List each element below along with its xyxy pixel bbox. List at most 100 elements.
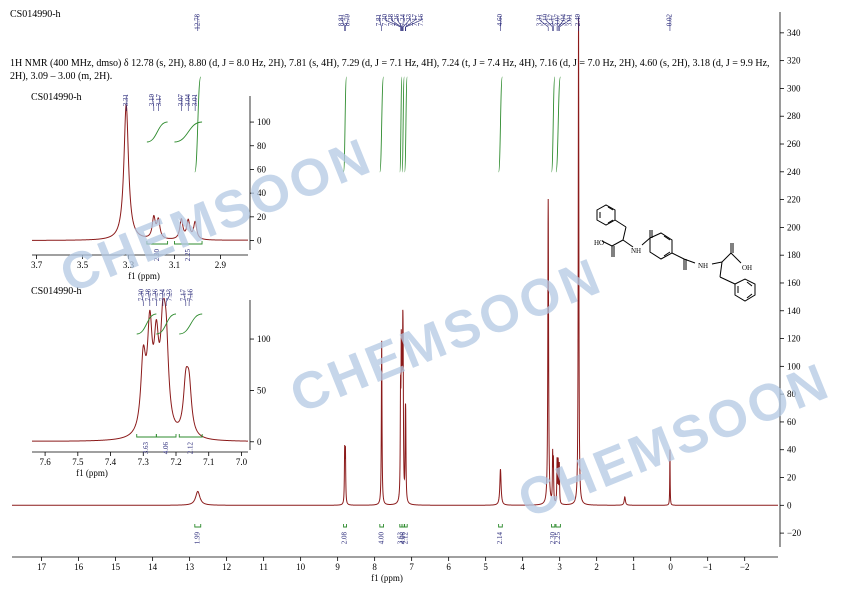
main-integral-curve [404,76,408,173]
main-x-tick-label: 4 [520,562,525,572]
inset2-spectrum-line [32,298,248,442]
main-integral-bracket [404,524,408,528]
main-y-tick-label: 200 [787,222,801,232]
inset2-x-tick-label: 7.1 [203,457,214,467]
main-peak-leader [556,16,559,31]
inset2-integral-bracket [155,434,177,438]
main-x-tick-label: −1 [703,562,713,572]
main-y-tick-label: 160 [787,278,801,288]
inset2-peak-leader [155,291,157,306]
main-integral-value: 2.08 [341,532,349,545]
inset2-peak-label: 7.17 [180,289,188,302]
inset2-peak-leader [188,291,192,306]
inset1-y-tick-label: 60 [257,164,267,174]
main-peak-leader [397,16,403,31]
inset1-y-tick-label: 80 [257,141,267,151]
main-y-tick-label: 40 [787,445,797,455]
main-peak-leader [379,16,382,31]
main-x-axis-label: f1 (ppm) [371,573,403,583]
main-peak-label: 8.81 [338,14,346,27]
main-x-tick-label: 10 [296,562,306,572]
molecule-structure: HO NH NH OH [594,204,756,302]
main-x-tick-label: 13 [185,562,195,572]
main-y-tick-label: 120 [787,334,801,344]
main-peak-label: 3.07 [553,14,561,27]
main-integral-bracket [379,524,384,528]
inset2-x-tick-label: 7.5 [72,457,84,467]
main-integral-bracket [551,524,556,528]
main-y-tick-label: 340 [787,28,801,38]
inset1-spectrum-line [32,103,248,241]
main-integral-value: 2.30 [549,532,557,545]
main-y-tick-label: 0 [787,500,792,510]
main-peak-leader [557,16,565,31]
inset1-peak-label: 3.01 [191,94,199,107]
main-y-tick-label: 300 [787,83,801,93]
main-integral-value: 3.63 [397,532,405,545]
main-integral-value: 4.00 [377,532,385,545]
inset1-y-tick-label: 40 [257,188,267,198]
main-integral-curve [343,76,347,173]
inset1-integral-bracket [174,241,203,245]
main-peak-label: 7.28 [387,14,395,27]
inset1-peak-leader [152,96,155,111]
main-y-tick-label: 140 [787,306,801,316]
main-peak-label: 7.81 [375,14,383,27]
inset1-integral-curve [146,121,168,143]
hydroxyl-label: HO [594,239,604,247]
inset2-peak-label: 7.30 [137,289,145,302]
inset-3ppm-spectrum: 3.7 3.5 3.3 3.1 2.9 f1 (ppm) 100 80 60 40 20 0 2.30 2… [31,94,271,282]
main-x-tick-label: 1 [631,562,636,572]
main-y-tick-label: 60 [787,417,797,427]
main-x-tick-label: 14 [148,562,158,572]
inset2-x-tick-label: 7.4 [105,457,117,467]
main-y-tick-label: 80 [787,389,797,399]
inset1-integral-value: 2.30 [153,249,161,262]
main-peak-label: 4.60 [496,13,504,26]
amide-nh-label: NH [631,247,641,255]
main-integral-bracket [555,524,561,528]
main-peak-leader [405,16,416,31]
main-peak-leader [539,16,549,31]
main-x-tick-label: 12 [222,562,231,572]
inset2-peak-leader [183,291,187,306]
inset2-peak-label: 7.26 [151,289,159,302]
main-integral-value: 4.06 [399,532,407,545]
inset1-peak-label: 3.31 [122,94,130,107]
inset1-x-tick-label: 3.3 [123,260,135,270]
main-integral-curve [399,76,403,173]
inset1-peak-label: 3.19 [148,94,156,107]
main-integral-curve [401,76,405,173]
nmr-description: 1H NMR (400 MHz, dmso) δ 12.78 (s, 2H), … [10,58,770,82]
main-integral-curve [551,76,556,173]
inset2-peak-label: 7.16 [187,289,195,302]
main-peak-label: 7.23 [405,14,413,27]
inset2-x-tick-label: 7.0 [236,457,248,467]
main-y-tick-label: 20 [787,473,797,483]
inset1-peak-leader [158,96,160,111]
main-x-tick-label: 5 [483,562,488,572]
inset1-x-tick-label: 3.7 [31,260,43,270]
inset2-peak-leader [165,291,171,306]
main-peak-leader [391,16,402,31]
inset2-y-tick-label: 0 [257,437,262,447]
main-peak-label: 7.17 [411,14,419,27]
inset-1-title: CS014990-h [31,92,82,103]
main-peak-label: 3.17 [547,14,555,27]
main-integral-value: 2.25 [554,532,562,545]
inset1-x-tick-label: 3.1 [169,260,180,270]
main-x-tick-label: 7 [409,562,414,572]
main-peak-label: 7.26 [393,14,401,27]
hydroxyl-label: OH [742,264,752,272]
inset2-integral-value: 3.63 [142,442,150,455]
amide-nh-label: NH [698,262,708,270]
main-peak-label: 7.24 [399,14,407,27]
inset2-x-tick-label: 7.6 [39,457,51,467]
inset1-peak-label: 3.07 [177,94,185,107]
main-x-tick-label: −2 [740,562,750,572]
main-y-tick-label: 320 [787,56,801,66]
main-peak-leader [402,16,410,31]
main-x-tick-label: 17 [37,562,47,572]
inset2-integral-curve [179,313,203,335]
inset2-integral-value: 4.06 [162,442,170,455]
